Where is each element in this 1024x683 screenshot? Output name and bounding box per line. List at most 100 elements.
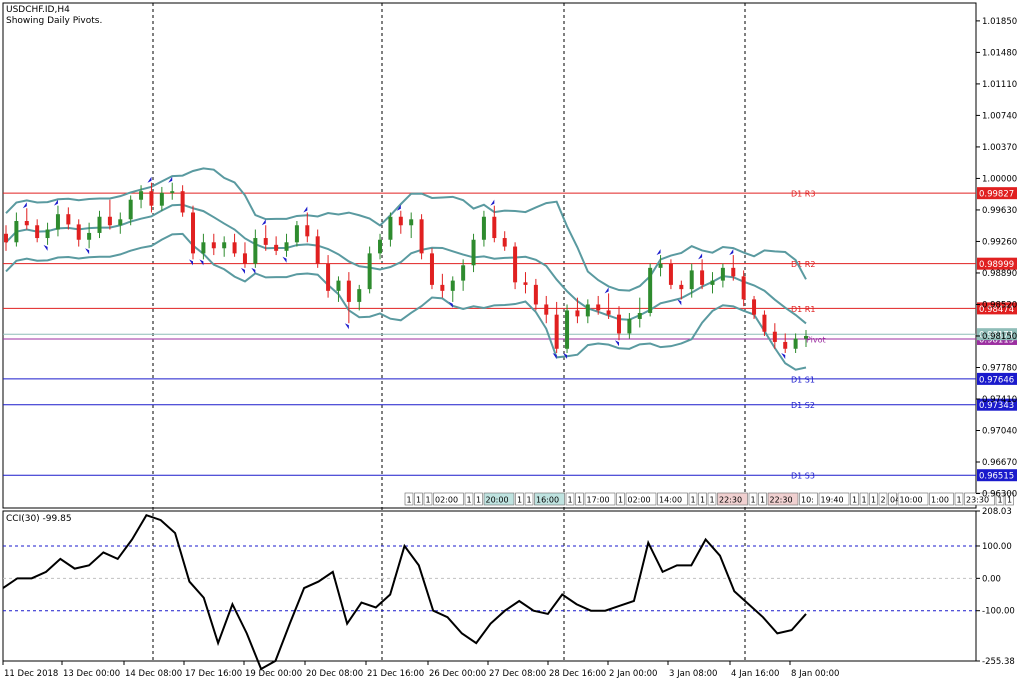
candle-body [326, 263, 331, 291]
candle [658, 255, 663, 277]
price-tick-label: 1.00000 [982, 174, 1017, 184]
fractal-down-arrow [344, 323, 349, 330]
event-marker-label: 1 [700, 496, 705, 505]
pivot-price-label: 0.98115 [979, 335, 1014, 345]
candle [107, 199, 112, 230]
candle-body [710, 280, 715, 285]
candle-body [544, 304, 549, 315]
candle [55, 205, 60, 237]
pivot-price-label: 0.98999 [979, 260, 1014, 270]
candle-body [429, 253, 434, 285]
pivot-name: D1 S3 [791, 472, 815, 481]
candle [4, 225, 8, 251]
event-marker-label: 1 [852, 496, 857, 505]
candle [533, 278, 538, 311]
candle [710, 272, 715, 294]
candle-body [201, 242, 206, 254]
candle-body [419, 219, 424, 254]
event-marker [717, 492, 748, 506]
cci-line [2, 514, 807, 671]
candle-body [87, 232, 92, 240]
price-tick-label: 1.00370 [982, 143, 1017, 153]
candle-body [409, 219, 414, 226]
candle [793, 333, 798, 354]
event-marker [433, 492, 464, 506]
candle [700, 259, 705, 290]
pivot-subtitle: Showing Daily Pivots. [6, 16, 102, 26]
pivot-price-label: 0.99827 [979, 190, 1014, 200]
candle [450, 276, 455, 302]
event-marker [859, 492, 869, 506]
candle [461, 259, 466, 291]
candle-body [128, 199, 133, 220]
candle-body [461, 265, 466, 281]
event-marker-label: 23:30 [966, 496, 989, 505]
event-marker [964, 492, 995, 506]
candle-body [502, 238, 507, 247]
time-tick-label: 8 Jan 00:00 [791, 669, 839, 679]
candle-body [346, 280, 351, 302]
event-marker-label: 22:30 [719, 496, 742, 505]
candle [87, 222, 92, 249]
fractal-down-arrow [85, 248, 90, 255]
candle [492, 205, 497, 243]
candle [471, 233, 476, 273]
fractal-up-arrow [698, 253, 703, 260]
candle-body [305, 225, 310, 237]
candle [804, 330, 808, 348]
candle-body [149, 191, 154, 206]
candle [211, 233, 216, 256]
candle [118, 212, 123, 234]
candle-body [76, 224, 81, 240]
fractal-down-arrow [448, 301, 453, 308]
event-marker [584, 492, 616, 506]
fractal-down-arrow [240, 267, 245, 274]
event-marker-label: 1 [416, 496, 421, 505]
candle [616, 306, 621, 341]
candle-body [97, 216, 102, 233]
fractal-up-arrow [22, 202, 27, 209]
fractal-up-arrow [396, 204, 401, 211]
event-marker-label: 17:00 [587, 496, 610, 505]
event-marker [474, 492, 483, 506]
price-tick-label: 1.00740 [982, 111, 1017, 121]
candle [544, 295, 549, 324]
price-axis: 1.01850 1.01480 1.01110 1.00740 1.00370 1.000… [976, 17, 1017, 500]
event-marker-label: 22:30 [770, 496, 793, 505]
candle [741, 270, 746, 307]
event-marker-label: 1 [871, 496, 876, 505]
candle [440, 273, 445, 298]
candle [191, 205, 196, 260]
cci-tick-label: -100.00 [982, 607, 1015, 617]
fractal-up-arrow [147, 176, 152, 183]
candle-body [159, 192, 164, 206]
candle [575, 297, 580, 324]
candle-body [118, 219, 123, 226]
candle [336, 276, 341, 302]
candle [596, 295, 601, 315]
event-marker [625, 492, 657, 506]
candle [585, 299, 590, 324]
candle-body [24, 221, 29, 226]
price-tick-label: 0.97780 [982, 363, 1017, 373]
candle-body [222, 242, 227, 249]
candle-body [720, 267, 725, 281]
event-marker [524, 492, 534, 506]
pivot-price-box [977, 372, 1017, 385]
bollinger-lower [5, 232, 807, 371]
event-marker-label: 20:00 [486, 496, 509, 505]
candle-body [783, 341, 788, 349]
candle-body [45, 229, 50, 239]
candle-body [336, 280, 341, 291]
fractal-down-arrow [677, 299, 682, 306]
candle-body [752, 299, 757, 315]
candle [346, 272, 351, 324]
candle-body [253, 238, 258, 264]
event-marker-label: 1 [1007, 496, 1012, 505]
pivot-name: D1 R3 [791, 190, 815, 199]
time-tick-label: 11 Dec 2018 [4, 669, 58, 679]
candle [388, 212, 393, 247]
candle-body [263, 238, 268, 245]
candle-body [513, 246, 518, 283]
pivot-price-box [977, 469, 1017, 482]
